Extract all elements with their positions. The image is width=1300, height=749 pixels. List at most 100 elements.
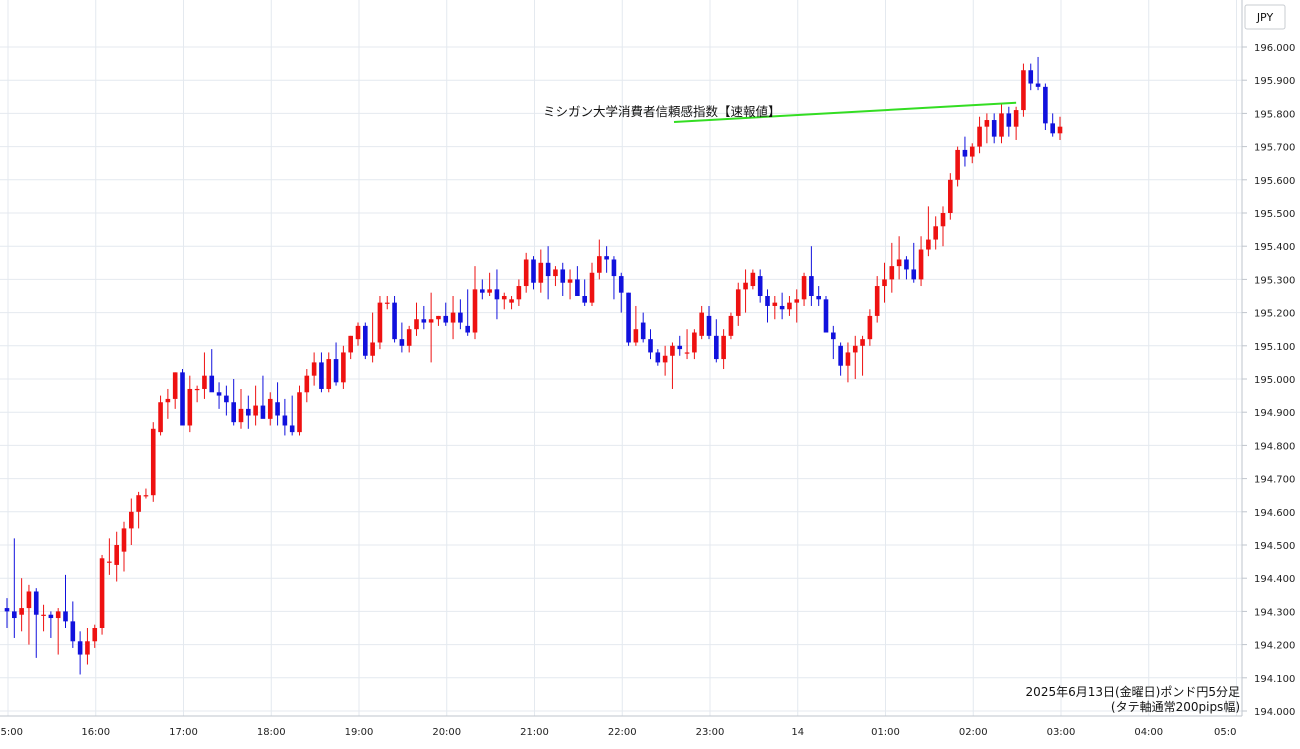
candle-body [794,299,800,303]
annotation-label: ミシガン大学消費者信頼感指数【速報値】 [543,104,781,119]
candle-body [158,402,163,433]
candle-body [706,315,712,336]
candle-body [216,392,222,396]
y-tick-label: 195.000 [1254,375,1295,386]
candle-body [458,312,463,323]
x-tick-label: 05:0 [1214,727,1236,738]
candle-body [882,279,887,287]
y-axis: 196.000 195.900 195.800 195.700 195.600 195.5… [1242,43,1295,718]
x-tick-label: 03:00 [1047,727,1076,738]
candle-body [421,319,427,323]
candle-body [772,302,778,306]
y-tick-label: 195.900 [1254,76,1295,87]
candle-body [1035,83,1041,87]
y-tick-label: 194.700 [1254,475,1295,486]
candle-body [618,276,624,293]
candle-body [487,289,492,293]
y-tick-label: 195.200 [1254,309,1295,320]
x-tick-label: 14 [791,727,804,738]
candle-body [150,428,156,496]
candle-body [911,269,917,280]
y-tick-label: 195.500 [1254,209,1295,220]
candle-body [991,120,997,137]
candle-body [626,292,631,343]
candle-body [319,362,324,389]
candle-body [363,325,368,356]
candle-body [670,345,675,356]
candle-body [297,392,302,433]
candle-body [597,256,602,273]
candle-body [377,302,383,343]
candle-body [692,332,697,353]
candle-body [494,289,500,300]
candle-body [224,395,229,403]
candle-body [662,355,668,363]
candle-body [538,262,544,283]
candle-body [743,282,748,290]
candle-body [370,342,375,356]
candle-body [209,375,215,393]
candle-body [41,614,46,616]
candle-body [633,329,639,343]
candle-body [355,325,361,340]
candle-body [450,312,456,323]
candle-body [70,621,76,642]
candle-body [604,256,609,260]
candle-body [443,315,449,323]
candle-body [341,352,346,383]
y-tick-label: 194.900 [1254,408,1295,419]
x-tick-label: 20:00 [432,727,461,738]
y-tick-label: 194.600 [1254,508,1295,519]
candle-body [399,339,405,346]
candle-body [984,120,990,127]
candle-body [180,372,185,426]
candle-body [948,179,953,213]
y-tick-label: 195.700 [1254,143,1295,154]
candle-body [757,276,763,296]
candle-body [801,276,807,300]
candle-body [955,149,960,180]
candle-body [962,149,968,157]
grid [0,0,1242,716]
candle-body [238,408,244,423]
y-tick-label: 195.800 [1254,109,1295,120]
candle-body [501,296,507,300]
candle-body [333,359,339,383]
candle-body [977,126,982,147]
candle-body [611,259,617,277]
candle-body [831,332,836,340]
candle-body [677,345,683,350]
candle-body [436,315,441,320]
candle-body [187,388,193,426]
candle-body [567,279,573,283]
footer-line2: (タテ軸通常200pips幅) [1111,699,1240,714]
y-tick-label: 194.800 [1254,441,1295,452]
candle-body [384,302,390,304]
candle-body [531,259,536,283]
candle-body [721,335,726,360]
candle-body [918,249,924,280]
y-tick-label: 194.300 [1254,607,1295,618]
candle-body [728,315,734,336]
y-tick-label: 194.100 [1254,674,1295,685]
candle-body [904,259,909,270]
candle-body [779,305,785,310]
candle-body [1013,110,1019,127]
y-tick-label: 195.600 [1254,176,1295,187]
candle-body [465,325,470,333]
candle-body [860,339,865,346]
candle-body [940,213,946,227]
candle-body [267,398,273,419]
candle-body [1006,113,1012,127]
x-axis: 5:00 16:00 17:00 18:00 19:00 20:00 21:00 22:00 2… [1,727,1237,738]
candle-body [165,398,171,403]
x-tick-label: 22:00 [608,727,637,738]
candle-body [516,286,522,300]
candle-body [392,302,397,340]
candle-body [640,322,646,340]
x-tick-label: 16:00 [81,727,110,738]
candle-body [852,345,858,353]
candle-body [282,415,288,426]
